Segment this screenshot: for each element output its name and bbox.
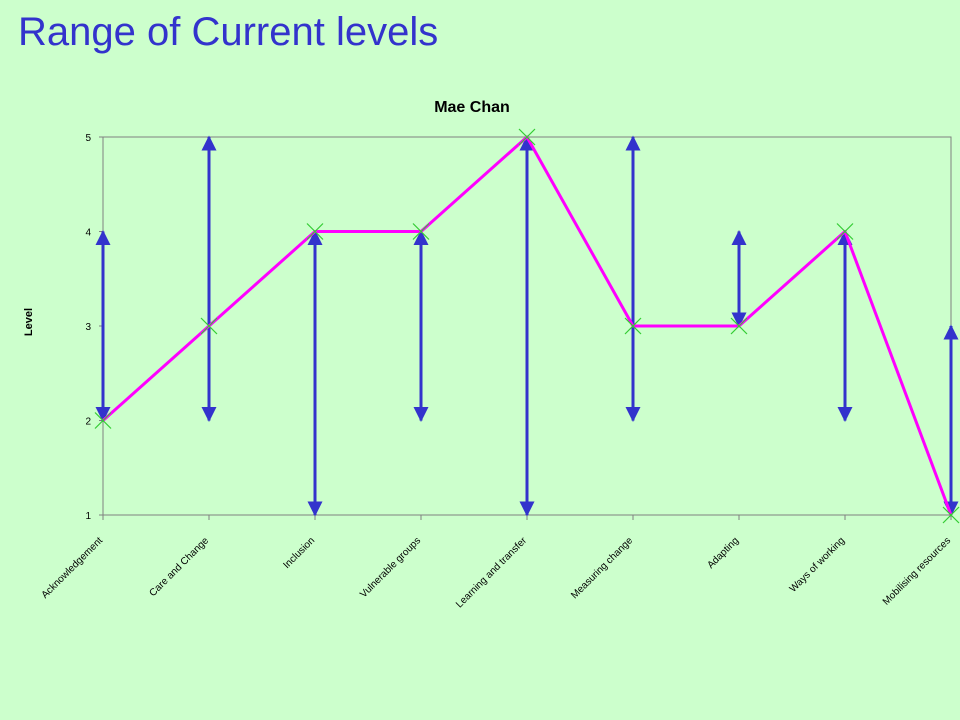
data-point-stroke bbox=[412, 223, 430, 240]
y-tick-label: 2 bbox=[85, 417, 91, 428]
data-point-stroke bbox=[942, 506, 960, 524]
y-tick-label: 4 bbox=[85, 228, 91, 239]
range-arrows bbox=[95, 135, 959, 517]
slide-title: Range of Current levels bbox=[18, 10, 439, 54]
x-tick-label: Mobilising resources bbox=[881, 535, 953, 607]
data-point-stroke bbox=[624, 317, 642, 335]
y-axis-label: Level bbox=[23, 308, 35, 336]
y-tick-label: 5 bbox=[85, 133, 91, 144]
y-tick-label: 1 bbox=[85, 511, 91, 522]
chart-title: Mae Chan bbox=[434, 99, 510, 116]
data-point bbox=[94, 412, 112, 429]
x-axis: Acknowledgement Care and Change Inclusion V… bbox=[40, 515, 953, 610]
x-tick-label: Acknowledgement bbox=[40, 535, 106, 601]
x-tick-label: Inclusion bbox=[281, 535, 317, 571]
data-point bbox=[624, 317, 642, 335]
data-point bbox=[306, 223, 324, 240]
y-tick-label: 3 bbox=[85, 322, 91, 333]
data-point bbox=[836, 223, 854, 240]
data-point bbox=[730, 317, 748, 335]
data-point bbox=[518, 128, 536, 146]
x-tick-label: Learning and transfer bbox=[454, 535, 529, 610]
x-tick-label: Vulnerable groups bbox=[358, 535, 423, 600]
current-level-series bbox=[94, 128, 960, 524]
y-axis: 1 2 3 4 5 bbox=[85, 133, 103, 522]
data-point-stroke bbox=[518, 128, 536, 146]
data-point-stroke bbox=[730, 317, 748, 335]
data-point bbox=[942, 506, 960, 524]
data-point bbox=[412, 223, 430, 240]
data-point-stroke bbox=[836, 223, 854, 240]
x-tick-label: Measuring change bbox=[569, 535, 635, 601]
x-tick-label: Ways of working bbox=[788, 535, 847, 594]
data-point-stroke bbox=[94, 412, 112, 429]
x-tick-label: Care and Change bbox=[148, 535, 212, 599]
x-tick-label: Adapting bbox=[705, 535, 741, 571]
data-point-stroke bbox=[200, 317, 218, 335]
data-point bbox=[200, 317, 218, 335]
data-point-stroke bbox=[306, 223, 324, 240]
